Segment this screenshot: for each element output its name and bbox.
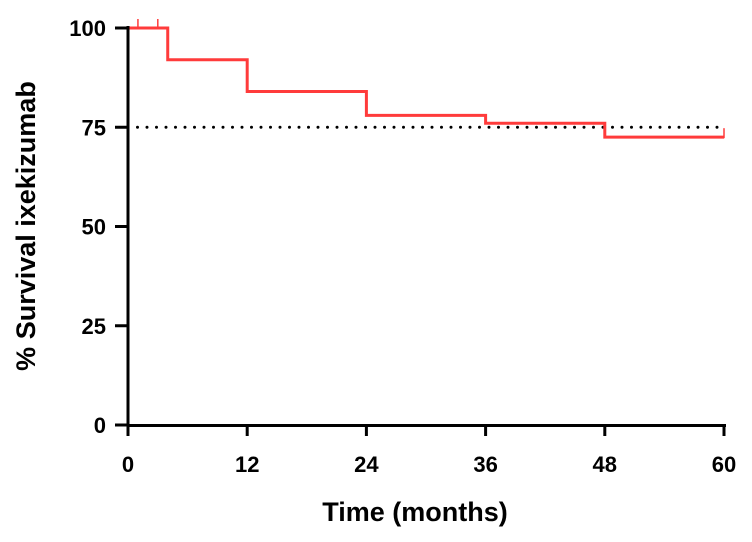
ticks-layer: 0 12 24 36 48 60 0 25 50 75 100 (69, 16, 736, 477)
series-layer (128, 19, 725, 139)
y-tick-label: 75 (82, 115, 106, 140)
x-tick-label: 0 (122, 452, 134, 477)
y-tick-label: 50 (82, 215, 106, 240)
y-axis-title: % Survival ixekizumab (11, 81, 41, 371)
axes-layer (126, 26, 726, 427)
y-tick-label: 100 (69, 16, 106, 41)
survival-step-line (128, 26, 724, 139)
x-axis-title: Time (months) (322, 497, 508, 527)
y-tick-label: 0 (94, 413, 106, 438)
x-tick-label: 12 (235, 452, 259, 477)
x-tick-label: 36 (473, 452, 497, 477)
x-tick-label: 24 (354, 452, 379, 477)
y-tick-label: 25 (82, 314, 106, 339)
x-tick-label: 48 (593, 452, 617, 477)
x-tick-label: 60 (712, 452, 736, 477)
